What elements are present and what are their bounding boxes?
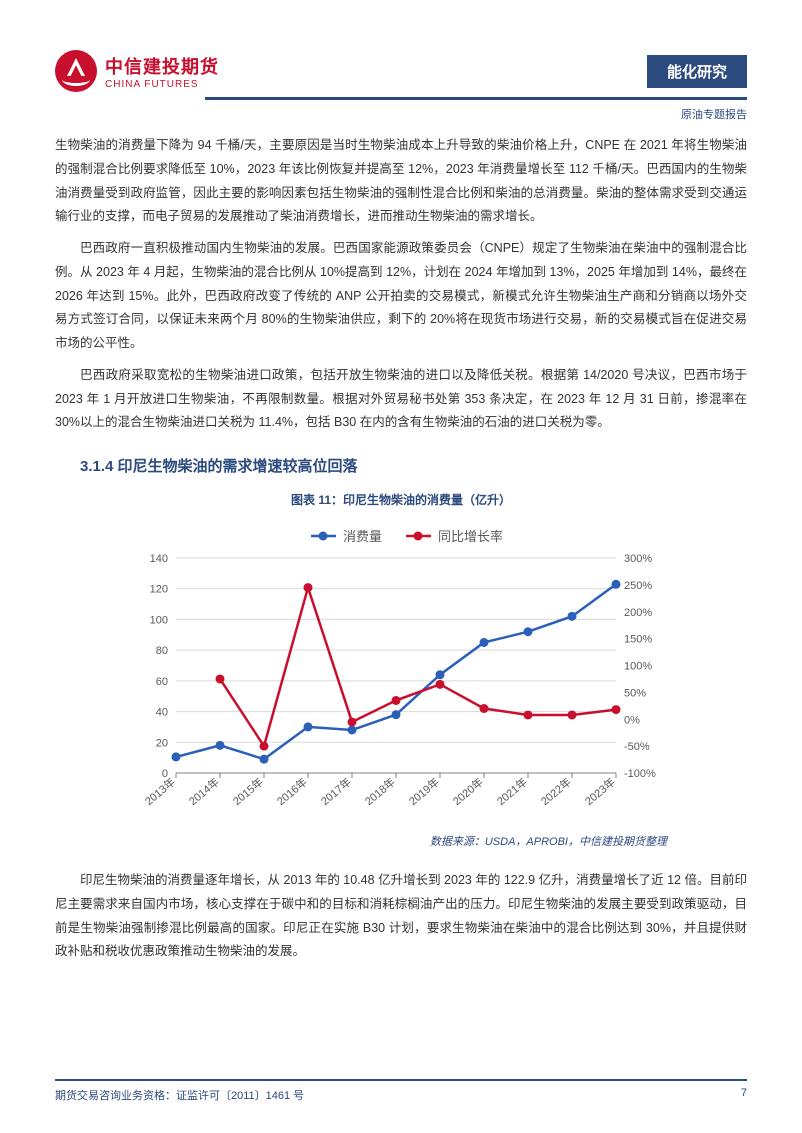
svg-text:2014年: 2014年	[186, 775, 222, 809]
svg-text:50%: 50%	[624, 687, 646, 699]
svg-text:60: 60	[156, 676, 168, 688]
svg-text:140: 140	[150, 553, 168, 565]
svg-text:2021年: 2021年	[494, 775, 530, 809]
svg-text:0%: 0%	[624, 714, 640, 726]
svg-text:2015年: 2015年	[230, 775, 266, 809]
svg-text:2018年: 2018年	[362, 775, 398, 809]
page-header: 中信建投期货 CHINA FUTURES 能化研究	[55, 50, 747, 92]
svg-text:80: 80	[156, 645, 168, 657]
svg-text:40: 40	[156, 707, 168, 719]
svg-text:100%: 100%	[624, 661, 652, 673]
chart-svg: 020406080100120140-100%-50%0%50%100%150%…	[131, 518, 671, 828]
svg-text:2017年: 2017年	[318, 775, 354, 809]
paragraph-2: 巴西政府一直积极推动国内生物柴油的发展。巴西国家能源政策委员会（CNPE）规定了…	[55, 237, 747, 356]
paragraph-3: 巴西政府采取宽松的生物柴油进口政策，包括开放生物柴油的进口以及降低关税。根据第 …	[55, 364, 747, 435]
header-divider	[205, 97, 747, 100]
footer-license: 期货交易咨询业务资格：证监许可〔2011〕1461 号	[55, 1087, 304, 1103]
svg-text:2022年: 2022年	[538, 775, 574, 809]
svg-text:-50%: -50%	[624, 741, 650, 753]
page-number: 7	[741, 1087, 747, 1103]
logo-cn-text: 中信建投期货	[105, 53, 219, 79]
svg-text:200%: 200%	[624, 607, 652, 619]
page-footer: 期货交易咨询业务资格：证监许可〔2011〕1461 号 7	[55, 1079, 747, 1103]
svg-text:消费量: 消费量	[343, 529, 382, 544]
logo-icon	[55, 50, 97, 92]
logo-area: 中信建投期货 CHINA FUTURES	[55, 50, 219, 92]
category-badge: 能化研究	[647, 55, 747, 88]
consumption-chart: 020406080100120140-100%-50%0%50%100%150%…	[131, 518, 671, 828]
svg-text:-100%: -100%	[624, 768, 656, 780]
svg-text:2019年: 2019年	[406, 775, 442, 809]
svg-text:同比增长率: 同比增长率	[438, 529, 503, 544]
report-subtitle: 原油专题报告	[55, 106, 747, 122]
svg-text:2016年: 2016年	[274, 775, 310, 809]
svg-text:2020年: 2020年	[450, 775, 486, 809]
svg-text:2013年: 2013年	[142, 775, 178, 809]
paragraph-1: 生物柴油的消费量下降为 94 千桶/天，主要原因是当时生物柴油成本上升导致的柴油…	[55, 134, 747, 229]
chart-title: 图表 11：印尼生物柴油的消费量（亿升）	[55, 491, 747, 508]
chart-source: 数据来源：USDA，APROBI，中信建投期货整理	[55, 833, 667, 849]
paragraph-4: 印尼生物柴油的消费量逐年增长，从 2013 年的 10.48 亿升增长到 202…	[55, 869, 747, 964]
svg-text:20: 20	[156, 737, 168, 749]
svg-text:100: 100	[150, 614, 168, 626]
svg-text:2023年: 2023年	[582, 775, 618, 809]
logo-en-text: CHINA FUTURES	[105, 79, 219, 90]
svg-text:120: 120	[150, 584, 168, 596]
svg-text:300%: 300%	[624, 553, 652, 565]
svg-text:250%: 250%	[624, 580, 652, 592]
svg-text:150%: 150%	[624, 634, 652, 646]
section-heading: 3.1.4 印尼生物柴油的需求增速较高位回落	[80, 455, 747, 476]
